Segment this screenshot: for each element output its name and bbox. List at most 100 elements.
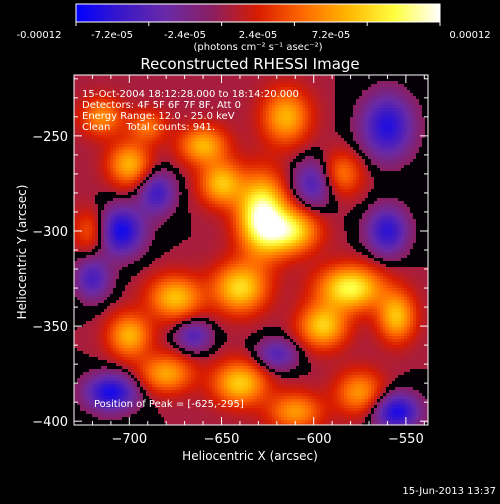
heatmap-cell: [104, 219, 108, 223]
heatmap-cell: [110, 348, 114, 352]
heatmap-cell: [122, 363, 126, 367]
heatmap-cell: [149, 363, 153, 367]
heatmap-cell: [176, 282, 180, 286]
heatmap-cell: [158, 240, 162, 244]
heatmap-cell: [119, 363, 123, 367]
heatmap-cell: [89, 135, 93, 139]
heatmap-cell: [188, 390, 192, 394]
heatmap-cell: [182, 150, 186, 154]
heatmap-cell: [92, 204, 96, 208]
heatmap-cell: [173, 378, 177, 382]
heatmap-cell: [173, 255, 177, 259]
heatmap-cell: [176, 381, 180, 385]
heatmap-cell: [164, 327, 168, 331]
heatmap-cell: [119, 303, 123, 307]
heatmap-cell: [101, 321, 105, 325]
heatmap-cell: [107, 177, 111, 181]
heatmap-cell: [182, 198, 186, 202]
heatmap-cell: [80, 240, 84, 244]
heatmap-cell: [107, 207, 111, 211]
heatmap-cell: [137, 300, 141, 304]
heatmap-cell: [161, 369, 165, 373]
heatmap-cell: [128, 270, 132, 274]
heatmap-cell: [74, 246, 78, 250]
heatmap-cell: [191, 231, 195, 235]
heatmap-cell: [74, 375, 78, 379]
heatmap-cell: [140, 156, 144, 160]
heatmap-cell: [113, 378, 117, 382]
heatmap-cell: [197, 171, 201, 175]
heatmap-cell: [128, 150, 132, 154]
heatmap-cell: [131, 150, 135, 154]
heatmap-cell: [110, 237, 114, 241]
heatmap-cell: [107, 297, 111, 301]
heatmap-cell: [107, 279, 111, 283]
heatmap-cell: [197, 210, 201, 214]
heatmap-cell: [131, 81, 135, 85]
heatmap-cell: [197, 195, 201, 199]
heatmap-cell: [182, 366, 186, 370]
heatmap-cell: [122, 303, 126, 307]
heatmap-cell: [74, 132, 78, 136]
heatmap-cell: [128, 162, 132, 166]
heatmap-cell: [101, 276, 105, 280]
heatmap-cell: [185, 351, 189, 355]
heatmap-cell: [170, 84, 174, 88]
heatmap-cell: [86, 363, 90, 367]
heatmap-cell: [140, 165, 144, 169]
heatmap-cell: [89, 300, 93, 304]
heatmap-cell: [140, 279, 144, 283]
heatmap-cell: [167, 360, 171, 364]
heatmap-cell: [86, 303, 90, 307]
heatmap-cell: [116, 75, 120, 79]
heatmap-cell: [95, 147, 99, 151]
heatmap-cell: [119, 219, 123, 223]
heatmap-cell: [95, 360, 99, 364]
heatmap-cell: [125, 183, 129, 187]
heatmap-cell: [83, 282, 87, 286]
heatmap-cell: [122, 237, 126, 241]
heatmap-cell: [167, 330, 171, 334]
heatmap-cell: [140, 357, 144, 361]
heatmap-cell: [128, 363, 132, 367]
heatmap-cell: [149, 177, 153, 181]
heatmap-cell: [146, 219, 150, 223]
heatmap-cell: [86, 420, 90, 424]
heatmap-cell: [146, 369, 150, 373]
heatmap-cell: [98, 381, 102, 385]
heatmap-cell: [149, 351, 153, 355]
heatmap-cell: [155, 414, 159, 418]
heatmap-cell: [143, 189, 147, 193]
heatmap-cell: [170, 138, 174, 142]
heatmap-cell: [134, 309, 138, 313]
heatmap-cell: [98, 75, 102, 79]
heatmap-cell: [137, 327, 141, 331]
heatmap-cell: [74, 201, 78, 205]
heatmap-cell: [152, 417, 156, 421]
heatmap-cell: [80, 300, 84, 304]
heatmap-cell: [116, 417, 120, 421]
heatmap-cell: [188, 384, 192, 388]
heatmap-cell: [74, 393, 78, 397]
heatmap-cell: [197, 366, 201, 370]
heatmap-cell: [122, 333, 126, 337]
heatmap-cell: [131, 147, 135, 151]
heatmap-cell: [143, 315, 147, 319]
heatmap-cell: [119, 192, 123, 196]
heatmap-cell: [161, 276, 165, 280]
heatmap-cell: [176, 81, 180, 85]
heatmap-cell: [122, 375, 126, 379]
heatmap-cell: [137, 189, 141, 193]
heatmap-cell: [110, 165, 114, 169]
heatmap-cell: [83, 390, 87, 394]
heatmap-cell: [122, 270, 126, 274]
heatmap-cell: [125, 333, 129, 337]
heatmap-cell: [131, 393, 135, 397]
heatmap-cell: [140, 327, 144, 331]
heatmap-cell: [83, 294, 87, 298]
heatmap-cell: [149, 372, 153, 376]
heatmap-cell: [182, 222, 186, 226]
heatmap-cell: [200, 162, 204, 166]
heatmap-cell: [200, 186, 204, 190]
heatmap-cell: [146, 147, 150, 151]
